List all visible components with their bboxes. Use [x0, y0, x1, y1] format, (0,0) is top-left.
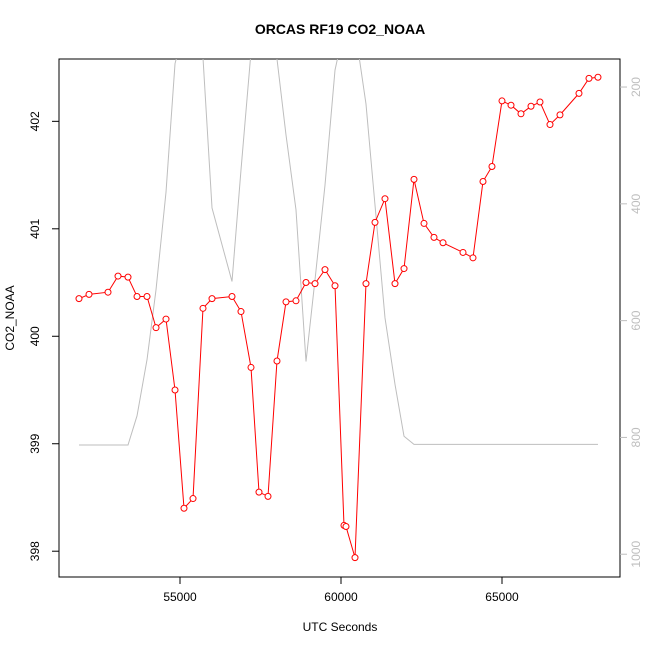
- data-point: [351, 554, 359, 562]
- y-tick-label: 400: [28, 326, 42, 346]
- data-point: [507, 101, 515, 109]
- y2-tick-label: 1000: [629, 541, 643, 568]
- x-tick-label: 55000: [163, 590, 197, 604]
- data-point: [189, 495, 197, 503]
- data-point: [400, 265, 408, 273]
- data-point: [85, 290, 93, 298]
- data-point: [546, 121, 554, 129]
- data-point: [255, 488, 263, 496]
- data-point: [171, 386, 179, 394]
- data-point: [527, 102, 535, 110]
- data-point: [594, 73, 602, 81]
- data-point: [479, 178, 487, 186]
- data-point: [124, 273, 132, 281]
- data-point: [311, 280, 319, 288]
- data-point: [273, 357, 281, 365]
- y-tick-label: 402: [28, 111, 42, 131]
- data-point: [302, 279, 310, 287]
- series-line: [78, 76, 599, 558]
- data-point: [391, 280, 399, 288]
- data-point: [556, 111, 564, 119]
- data-point: [371, 218, 379, 226]
- y2-tick-label: 400: [629, 193, 643, 213]
- series-line: [79, 59, 598, 446]
- data-point: [264, 492, 272, 500]
- data-point: [575, 89, 583, 97]
- data-point: [237, 308, 245, 316]
- x-tick-label: 60000: [324, 590, 358, 604]
- plot-frame: [58, 58, 621, 578]
- data-point: [321, 266, 329, 274]
- y-tick-label: 399: [28, 433, 42, 453]
- data-point: [208, 295, 216, 303]
- data-point: [381, 195, 389, 203]
- data-point: [517, 110, 525, 118]
- data-point: [331, 282, 339, 290]
- data-point: [152, 324, 160, 332]
- data-point: [536, 98, 544, 106]
- data-point: [133, 293, 141, 301]
- data-point: [469, 254, 477, 262]
- chart-title: ORCAS RF19 CO2_NOAA: [255, 21, 425, 37]
- data-point: [439, 239, 447, 247]
- data-point: [247, 363, 255, 371]
- y2-tick-label: 200: [629, 77, 643, 97]
- data-point: [180, 504, 188, 512]
- y-axis-label: CO2_NOAA: [3, 285, 17, 350]
- data-point: [228, 293, 236, 301]
- data-point: [420, 219, 428, 227]
- x-tick-label: 65000: [485, 590, 519, 604]
- data-point: [282, 298, 290, 306]
- y2-tick-label: 800: [629, 427, 643, 447]
- data-point: [143, 293, 151, 301]
- data-point: [585, 74, 593, 82]
- data-point: [498, 97, 506, 105]
- data-point: [410, 175, 418, 183]
- y-tick-label: 398: [28, 541, 42, 561]
- data-point: [362, 280, 370, 288]
- data-point: [199, 304, 207, 312]
- data-point: [459, 248, 467, 256]
- data-point: [104, 288, 112, 296]
- data-point: [292, 297, 300, 305]
- data-point: [342, 522, 350, 530]
- data-point: [75, 295, 83, 303]
- y2-tick-label: 600: [629, 310, 643, 330]
- data-point: [162, 315, 170, 323]
- data-point: [430, 233, 438, 241]
- data-point: [114, 272, 122, 280]
- y-tick-label: 401: [28, 218, 42, 238]
- plot-area: [75, 59, 602, 562]
- x-axis-label: UTC Seconds: [303, 620, 378, 634]
- data-point: [488, 162, 496, 170]
